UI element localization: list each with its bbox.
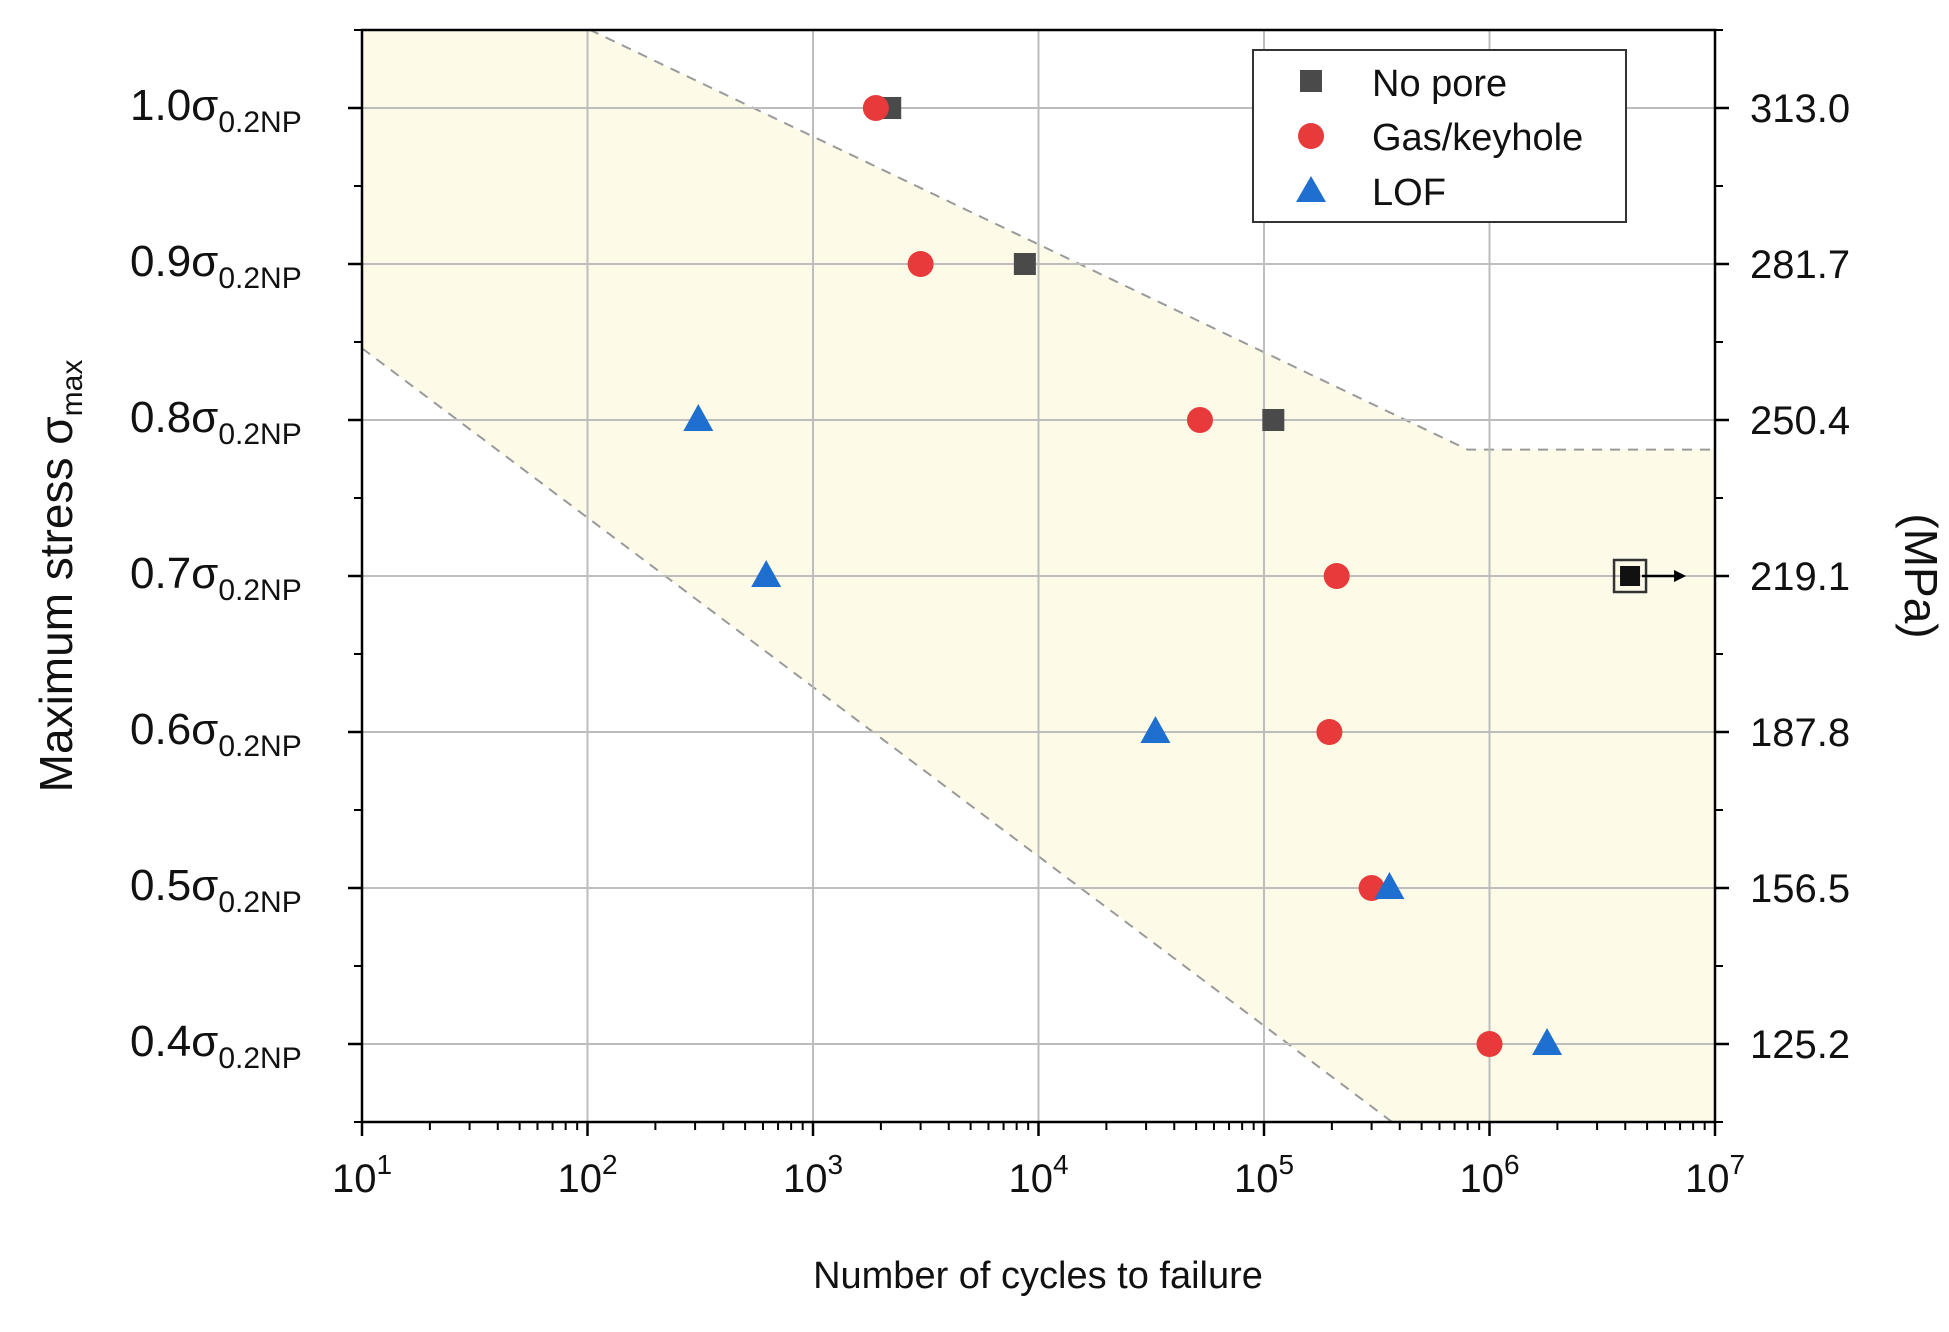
legend-marker-no-pore [1300, 70, 1322, 92]
y2-tick-label: 125.2 [1750, 1023, 1850, 1067]
y-axis-title-sub: max [56, 360, 89, 417]
y2-tick-label: 156.5 [1750, 867, 1850, 911]
legend: No pore Gas/keyhole LOF [1252, 49, 1627, 223]
x-tick-labels: 101 102 103 104 105 106 107 [332, 1149, 1745, 1201]
runout-arrow-head [1674, 570, 1687, 582]
y-tick-label: 0.7σ0.2NP [130, 549, 302, 607]
y2-tick-label: 313.0 [1750, 87, 1850, 131]
band-upper-boundary [587, 30, 1715, 451]
y-tick-label: 0.8σ0.2NP [130, 393, 302, 451]
x-tick-label: 104 [1008, 1149, 1068, 1201]
no-pore-point [1262, 409, 1285, 431]
legend-marker-lof [1296, 176, 1326, 202]
y-tick-label: 0.4σ0.2NP [130, 1017, 302, 1075]
gas-keyhole-point [1476, 1031, 1503, 1057]
lof-point [1532, 1028, 1563, 1055]
x-tick-label: 103 [783, 1149, 843, 1201]
x-tick-label: 102 [557, 1149, 617, 1201]
y2-tick-label: 281.7 [1750, 243, 1850, 287]
lof-point [1374, 872, 1405, 899]
y-tick-labels: 1.0σ0.2NP 0.9σ0.2NP 0.8σ0.2NP 0.7σ0.2NP 0.6σ… [130, 81, 302, 1075]
gas-keyhole-point [1323, 563, 1350, 589]
y-axis-title-main: Maximum stress σ [30, 416, 82, 792]
gas-keyhole-point [907, 251, 934, 277]
legend-label-lof: LOF [1372, 172, 1446, 214]
x-tick-label: 106 [1459, 1149, 1519, 1201]
y-tick-label: 0.6σ0.2NP [130, 705, 302, 763]
y-tick-label: 0.9σ0.2NP [130, 237, 302, 295]
x-tick-label: 107 [1685, 1149, 1745, 1201]
x-tick-label: 101 [332, 1149, 392, 1201]
y2-tick-label: 219.1 [1750, 555, 1850, 599]
x-tick-label: 105 [1234, 1149, 1294, 1201]
lof-point [751, 560, 782, 587]
legend-label-gas-keyhole: Gas/keyhole [1372, 117, 1583, 159]
legend-label-no-pore: No pore [1372, 63, 1507, 105]
y2-tick-label: 187.8 [1750, 711, 1850, 755]
legend-marker-gas-keyhole [1298, 123, 1324, 149]
y-tick-label: 0.5σ0.2NP [130, 861, 302, 919]
y-axis-title: Maximum stress σmax [30, 360, 89, 793]
y2-tick-labels: 313.0 281.7 250.4 219.1 187.8 156.5 125.2 [1750, 87, 1850, 1067]
no-pore-point [1013, 253, 1036, 275]
y-tick-label: 1.0σ0.2NP [130, 81, 302, 139]
gas-keyhole-point [1186, 407, 1213, 433]
no-pore-runout-point [1620, 566, 1641, 586]
lof-point [683, 404, 714, 431]
lof-point [1140, 716, 1171, 743]
y2-tick-label: 250.4 [1750, 399, 1850, 443]
gas-keyhole-point [862, 95, 889, 121]
x-axis-title: Number of cycles to failure [813, 1255, 1263, 1297]
y2-axis-title: (MPa) [1895, 513, 1947, 638]
gas-keyhole-point [1316, 719, 1343, 745]
plot-frame [360, 28, 1717, 1124]
data-markers [683, 95, 1687, 1057]
minor-ticks [348, 29, 1729, 1136]
